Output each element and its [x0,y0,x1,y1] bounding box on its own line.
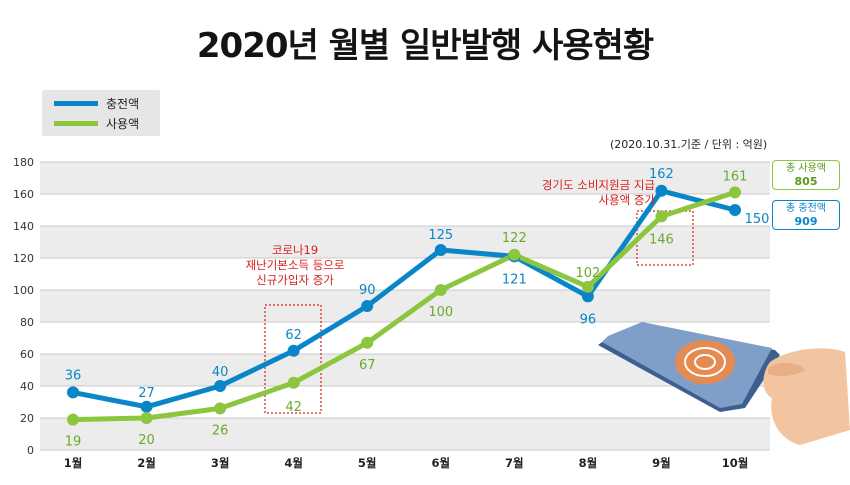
data-label-충전액: 150 [745,212,770,227]
data-label-사용액: 122 [502,231,527,246]
data-label-충전액: 90 [359,283,376,298]
data-point-충전액 [655,184,668,197]
data-point-사용액 [434,284,447,296]
card-in-hand-icon-part [768,362,805,377]
annotation-september-line: 경기도 소비지원금 지급 [541,178,655,192]
data-label-충전액: 62 [285,328,302,343]
y-tick-label: 180 [13,156,34,169]
data-point-충전액 [287,344,300,357]
data-point-사용액 [508,248,521,261]
data-label-충전액: 27 [138,386,155,401]
data-label-충전액: 40 [212,365,229,380]
data-point-사용액 [729,186,741,199]
annotation-september: 경기도 소비지원금 지급 사용액 증가 [475,178,655,208]
card-in-hand-icon-part [763,348,850,445]
legend: 충전액 사용액 [42,90,160,136]
total-charge-value: 909 [794,215,818,228]
y-tick-label: 20 [20,412,34,425]
legend-label-charge: 충전액 [106,96,140,111]
data-point-충전액 [67,386,79,399]
data-label-사용액: 161 [723,169,748,184]
legend-item-usage: 사용액 [54,114,139,132]
x-tick-label: 5월 [358,456,377,470]
total-charge-box: 총 충전액 909 [772,200,840,230]
data-label-충전액: 121 [502,272,527,287]
series-line-충전액 [70,188,738,410]
data-label-충전액: 36 [65,368,82,383]
total-usage-box: 총 사용액 805 [772,160,840,190]
data-label-사용액: 100 [428,305,453,320]
y-tick-label: 160 [13,188,34,201]
annotation-april-line: 신규가입자 증가 [256,273,334,287]
data-label-충전액: 125 [428,228,453,243]
data-point-사용액 [67,413,79,426]
data-label-사용액: 26 [212,423,229,438]
data-point-사용액 [214,402,227,415]
annotation-april: 코로나19 재난기본소득 등으로 신규가입자 증가 [205,243,385,288]
x-tick-label: 2월 [137,456,156,470]
data-point-충전액 [729,204,741,216]
annotation-april-line: 재난기본소득 등으로 [245,258,345,272]
data-label-사용액: 102 [575,266,600,281]
x-tick-label: 3월 [211,456,230,470]
data-label-사용액: 42 [285,400,302,415]
data-point-충전액 [581,290,594,303]
y-tick-label: 40 [20,380,34,393]
annotation-april-line: 코로나19 [271,243,319,257]
data-label-사용액: 146 [649,232,674,247]
y-tick-label: 0 [27,444,34,457]
y-tick-label: 140 [13,220,34,233]
legend-item-charge: 충전액 [54,94,139,112]
x-tick-label: 8월 [579,456,598,470]
card-in-hand-icon-part [684,347,726,377]
annotation-september-line: 사용액 증가 [598,193,655,207]
data-label-사용액: 20 [138,433,155,448]
data-label-사용액: 19 [65,435,82,450]
y-tick-label: 60 [20,348,34,361]
y-tick-label: 120 [13,252,34,265]
grid-band [40,162,770,194]
y-tick-label: 100 [13,284,34,297]
chart-title: 2020년 월별 일반발행 사용현황 [196,26,654,66]
x-tick-label: 6월 [431,456,450,470]
data-point-충전액 [214,380,227,392]
x-tick-label: 9월 [652,456,671,470]
card-in-hand-icon-part [694,354,716,370]
total-charge-label: 총 충전액 [786,203,826,214]
total-usage-value: 805 [794,175,818,188]
total-usage-label: 총 사용액 [786,163,826,174]
x-tick-label: 1월 [64,456,83,470]
legend-label-usage: 사용액 [106,116,140,131]
annotation-box-april [264,304,322,414]
data-point-사용액 [361,336,374,349]
card-in-hand-icon-part [675,340,735,384]
data-point-사용액 [287,376,300,389]
data-point-사용액 [655,210,668,223]
series-line-사용액 [70,189,738,423]
data-point-사용액 [140,412,153,424]
x-tick-label: 4월 [284,456,303,470]
data-point-충전액 [140,400,153,413]
data-point-사용액 [581,280,594,293]
data-point-충전액 [434,244,447,256]
x-tick-label: 7월 [505,456,524,470]
data-label-사용액: 67 [359,358,376,373]
unit-note: (2020.10.31.기준 / 단위 : 억원) [610,138,768,151]
data-label-충전액: 96 [580,312,597,327]
grid-band [40,418,770,450]
y-tick-label: 80 [20,316,34,329]
legend-swatch-charge [54,100,98,106]
card-in-hand-icon [598,322,850,445]
data-label-충전액: 162 [649,167,674,182]
x-tick-label: 10월 [722,456,749,470]
legend-swatch-usage [54,120,98,126]
data-point-충전액 [361,300,374,312]
